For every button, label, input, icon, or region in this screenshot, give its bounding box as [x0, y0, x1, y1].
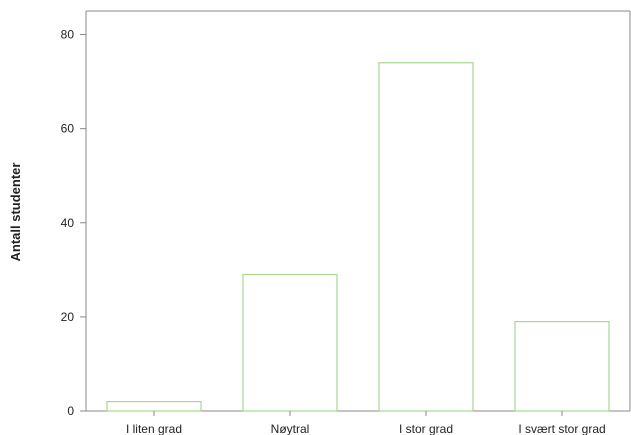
bars	[106, 62, 610, 412]
x-tick-label: I svært stor grad	[518, 422, 605, 435]
x-tick-label: I stor grad	[399, 422, 453, 435]
bar-3	[378, 62, 474, 412]
y-axis-ticks: 0 20 40 60 80	[61, 28, 86, 418]
y-tick-label: 60	[61, 122, 75, 136]
bar-2	[242, 273, 338, 412]
y-tick-label: 20	[61, 310, 75, 324]
x-tick-label: Nøytral	[271, 422, 310, 435]
bar-1	[106, 400, 202, 412]
y-tick-label: 40	[61, 216, 75, 230]
y-axis-title: Antall studenter	[8, 163, 23, 262]
x-axis-ticks: I liten grad Nøytral I stor grad I svært st…	[126, 411, 606, 435]
x-tick-label: I liten grad	[126, 422, 182, 435]
y-tick-label: 0	[67, 404, 74, 418]
bar-4	[514, 320, 610, 412]
y-tick-label: 80	[61, 28, 75, 42]
